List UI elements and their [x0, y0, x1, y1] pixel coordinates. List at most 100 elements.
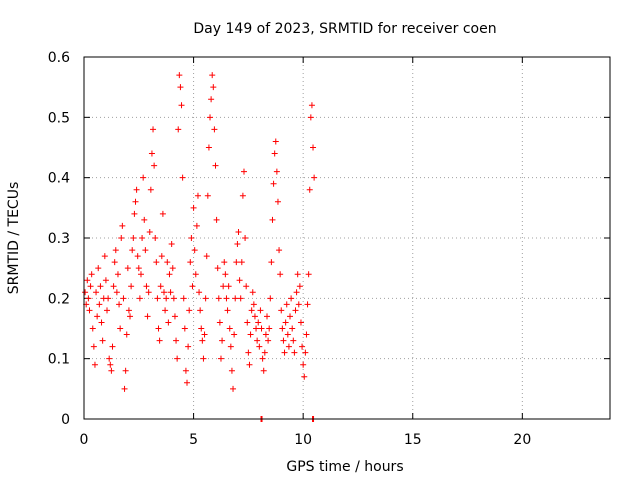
- data-point: [192, 271, 199, 278]
- data-point: [220, 283, 227, 290]
- y-tick-label: 0.6: [48, 50, 70, 66]
- data-point: [297, 319, 304, 326]
- data-point: [285, 343, 292, 350]
- data-point: [199, 337, 206, 344]
- data-point: [274, 198, 281, 205]
- data-point: [296, 283, 303, 290]
- data-point: [311, 174, 318, 181]
- data-point: [240, 168, 247, 175]
- data-point: [82, 289, 89, 296]
- data-point: [89, 325, 96, 332]
- data-point: [106, 355, 113, 362]
- data-point: [308, 102, 315, 109]
- data-point: [301, 373, 308, 380]
- data-point: [147, 186, 154, 193]
- data-point: [123, 331, 130, 338]
- data-point: [185, 343, 192, 350]
- data-point: [232, 295, 239, 302]
- data-point: [238, 259, 245, 266]
- data-point: [102, 277, 109, 284]
- data-point: [278, 307, 285, 314]
- data-point: [261, 349, 268, 356]
- data-point: [196, 289, 203, 296]
- data-point: [180, 295, 187, 302]
- data-point: [307, 114, 314, 121]
- data-point: [256, 343, 263, 350]
- data-point: [125, 307, 132, 314]
- data-point: [271, 150, 278, 157]
- data-point: [173, 337, 180, 344]
- data-point: [302, 349, 309, 356]
- data-point: [283, 301, 290, 308]
- data-point: [133, 186, 140, 193]
- data-point: [122, 367, 129, 374]
- data-point: [146, 228, 153, 235]
- data-point: [120, 295, 127, 302]
- data-point: [109, 343, 116, 350]
- data-point: [127, 313, 134, 320]
- data-point: [269, 216, 276, 223]
- data-point: [204, 192, 211, 199]
- data-point: [151, 162, 158, 169]
- data-point: [188, 235, 195, 241]
- data-point: [304, 301, 311, 308]
- data-point: [128, 283, 135, 290]
- data-point: [291, 349, 298, 356]
- data-point: [105, 295, 112, 302]
- data-point: [156, 337, 163, 344]
- data-point: [112, 247, 119, 254]
- data-point: [262, 331, 269, 338]
- data-point: [242, 235, 249, 241]
- data-point: [228, 367, 235, 374]
- data-point: [258, 325, 265, 332]
- data-point: [181, 325, 188, 332]
- data-point: [87, 283, 94, 290]
- y-tick-label: 0.2: [48, 291, 70, 307]
- x-tick-label: 0: [80, 432, 89, 448]
- data-point: [158, 253, 165, 260]
- data-point: [191, 247, 198, 254]
- data-point: [170, 295, 177, 302]
- data-point: [194, 192, 201, 199]
- data-point: [165, 319, 172, 326]
- data-point: [250, 301, 257, 308]
- data-point: [90, 343, 97, 350]
- data-point: [233, 259, 240, 266]
- data-point: [84, 277, 91, 284]
- data-point: [167, 289, 174, 296]
- y-tick-label: 0.3: [48, 231, 70, 247]
- data-point: [168, 241, 175, 248]
- data-point: [288, 295, 295, 302]
- data-point: [157, 283, 164, 290]
- data-point: [224, 307, 231, 314]
- data-point: [300, 361, 307, 368]
- data-point: [221, 259, 228, 266]
- x-tick-label: 5: [189, 432, 198, 448]
- data-point: [294, 271, 301, 278]
- data-point: [179, 174, 186, 181]
- data-point: [155, 325, 162, 332]
- tick-labels: 0 0.1 0.2 0.3 0.4 0.5 0.6 0 5 10 15 20: [48, 50, 532, 448]
- data-point: [99, 337, 106, 344]
- data-point: [226, 325, 233, 332]
- data-point: [237, 295, 244, 302]
- data-point: [110, 283, 117, 290]
- data-point: [182, 367, 189, 374]
- data-point: [174, 355, 181, 362]
- data-point: [276, 247, 283, 254]
- data-point: [270, 180, 277, 187]
- data-point: [163, 295, 170, 302]
- data-point: [119, 222, 126, 229]
- data-point: [247, 331, 254, 338]
- data-point: [116, 301, 123, 308]
- data-point: [230, 385, 237, 392]
- data-point: [104, 307, 111, 314]
- data-point: [118, 235, 125, 241]
- data-point: [207, 114, 214, 121]
- data-point: [267, 295, 274, 302]
- data-point: [201, 331, 208, 338]
- data-point: [160, 289, 167, 296]
- data-point: [144, 313, 151, 320]
- data-point: [193, 222, 200, 229]
